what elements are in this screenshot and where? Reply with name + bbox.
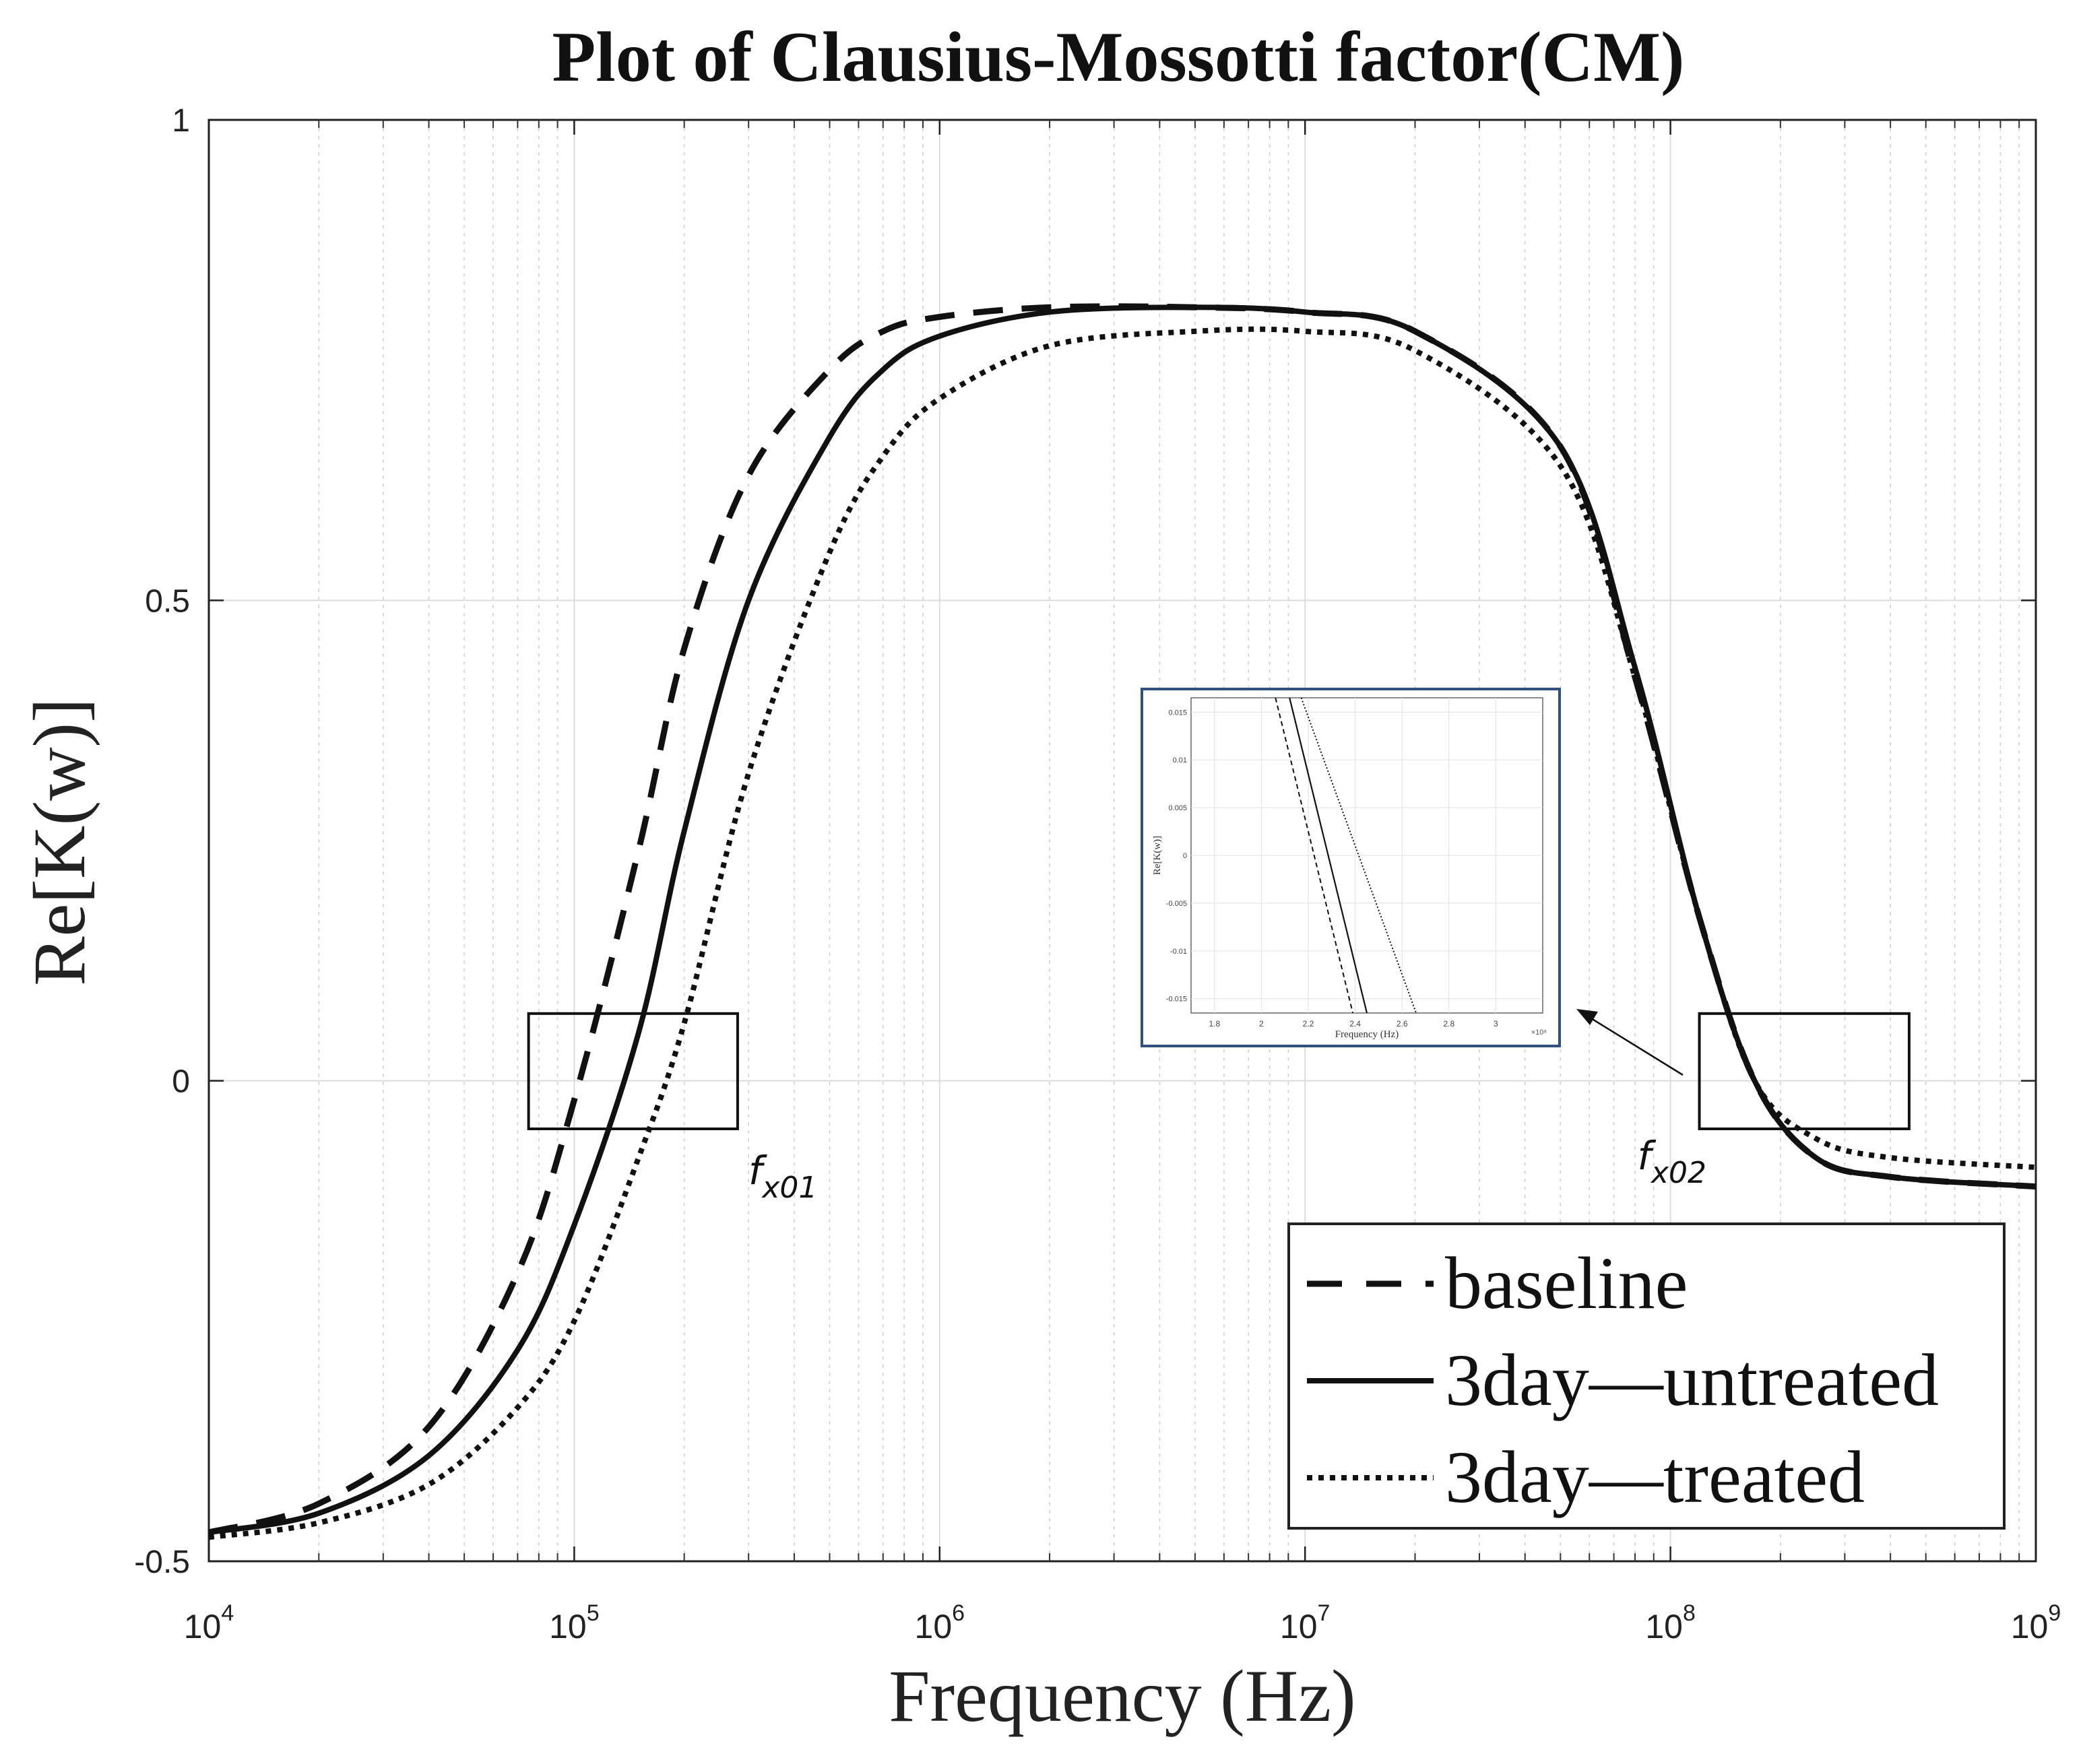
inset-y-tick-label: -0.005 xyxy=(1166,900,1187,908)
inset-x-tick-label: 3 xyxy=(1494,1019,1498,1028)
inset-x-axis-label: Frequency (Hz) xyxy=(1335,1029,1399,1040)
axis-ticks xyxy=(207,119,2037,1563)
x-tick-label: 107 xyxy=(1280,1600,1331,1645)
inset-y-tick-label: 0 xyxy=(1183,852,1187,860)
inset-series-lines xyxy=(1275,698,1417,1013)
x-tick-label: 106 xyxy=(915,1600,965,1645)
inset-series-line-3 xyxy=(1300,698,1417,1013)
inset-x-tick-label: 2.2 xyxy=(1303,1019,1314,1028)
x-tick-label: 109 xyxy=(2011,1600,2061,1645)
inset-y-tick-label: -0.015 xyxy=(1166,995,1187,1004)
y-tick-label: 1 xyxy=(172,103,190,139)
inset-y-tick-label: 0.005 xyxy=(1168,804,1187,812)
y-tick-labels: 1 0.5 0 -0.5 xyxy=(134,103,190,1580)
series-line-3 xyxy=(209,326,2036,1540)
legend-label: baseline xyxy=(1445,1242,1688,1324)
x-tick-label: 108 xyxy=(1645,1600,1696,1645)
inset-y-tick-label: 0.015 xyxy=(1168,709,1187,717)
inset-arrow-line xyxy=(1591,1017,1684,1076)
legend-label: 3day—untreated xyxy=(1445,1339,1939,1421)
inset-tick-labels: 1.8 2 2.2 2.4 2.6 2.8 3 0.015 0.01 0.005 0 -0.005 -0… xyxy=(1166,709,1498,1028)
y-tick-label: 0 xyxy=(172,1064,190,1100)
series-lines xyxy=(209,303,2036,1540)
x-axis-label: Frequency (Hz) xyxy=(889,1655,1355,1737)
inset-arrow-head xyxy=(1576,1009,1598,1025)
inset-x-tick-label: 2 xyxy=(1259,1019,1264,1028)
inset-series-line-1 xyxy=(1275,698,1354,1013)
crossover-frequency-label: fx01 xyxy=(748,1148,817,1205)
x-tick-labels: 104 105 106 107 108 109 xyxy=(184,1600,2061,1645)
inset-series-line-2 xyxy=(1289,698,1368,1013)
inset-y-tick-label: 0.01 xyxy=(1173,756,1187,764)
inset-zoom: 1.8 2 2.2 2.4 2.6 2.8 3 0.015 0.01 0.005 0 -0.005 -0… xyxy=(1141,688,1561,1047)
inset-x-tick-label: 2.8 xyxy=(1443,1019,1454,1028)
y-tick-label: 0.5 xyxy=(145,583,190,619)
zoom-region-box xyxy=(1698,1012,1911,1131)
inset-gridlines xyxy=(1191,698,1543,1013)
plot-frame xyxy=(207,119,2037,1563)
legend: baseline 3day—untreated 3day—treated xyxy=(1287,1222,2006,1530)
series-line-2 xyxy=(209,304,2036,1536)
zoom-region-box xyxy=(527,1012,739,1131)
inset-x-tick-label: 2.6 xyxy=(1397,1019,1408,1028)
chart-title: Plot of Clausius-Mossotti factor(CM) xyxy=(552,18,1685,96)
series-line-1 xyxy=(209,303,2036,1536)
legend-label: 3day—treated xyxy=(1445,1436,1865,1518)
y-tick-label: -0.5 xyxy=(134,1544,190,1580)
inset-y-axis-label: Re[K(w)] xyxy=(1152,836,1163,875)
x-tick-label: 105 xyxy=(549,1600,600,1645)
x-tick-label: 104 xyxy=(184,1600,234,1645)
inset-y-tick-label: -0.01 xyxy=(1170,948,1187,956)
inset-x-multiplier: ×10⁸ xyxy=(1531,1028,1547,1037)
y-axis-label: Re[K(w)] xyxy=(18,698,100,986)
legend-box xyxy=(1287,1222,2006,1530)
inset-x-tick-label: 2.4 xyxy=(1349,1019,1361,1028)
inset-x-tick-label: 1.8 xyxy=(1209,1019,1220,1028)
